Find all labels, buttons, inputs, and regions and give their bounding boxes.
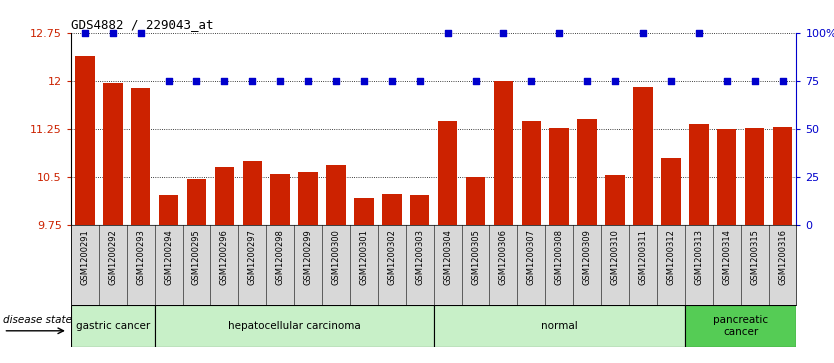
Text: GSM1200303: GSM1200303 bbox=[415, 229, 425, 285]
Bar bbox=[214, 167, 234, 225]
Text: GSM1200314: GSM1200314 bbox=[722, 229, 731, 285]
Point bbox=[636, 30, 650, 36]
Bar bbox=[243, 161, 262, 225]
Point bbox=[413, 78, 426, 83]
Point bbox=[553, 30, 566, 36]
Point bbox=[692, 30, 706, 36]
Text: GSM1200297: GSM1200297 bbox=[248, 229, 257, 285]
Point bbox=[580, 78, 594, 83]
Text: GSM1200292: GSM1200292 bbox=[108, 229, 118, 285]
Text: gastric cancer: gastric cancer bbox=[76, 321, 150, 331]
Bar bbox=[75, 56, 94, 225]
Point bbox=[78, 30, 92, 36]
Bar bbox=[521, 121, 541, 225]
Bar bbox=[550, 127, 569, 225]
Point bbox=[190, 78, 203, 83]
Bar bbox=[382, 194, 402, 225]
Point bbox=[776, 78, 789, 83]
Text: GSM1200302: GSM1200302 bbox=[387, 229, 396, 285]
Bar bbox=[131, 89, 150, 225]
Point bbox=[441, 30, 455, 36]
Point bbox=[720, 78, 733, 83]
Bar bbox=[438, 121, 457, 225]
Bar bbox=[326, 166, 346, 225]
Bar bbox=[717, 129, 736, 225]
Bar bbox=[689, 125, 709, 225]
Point bbox=[106, 30, 119, 36]
Point bbox=[245, 78, 259, 83]
Point bbox=[385, 78, 399, 83]
Text: GSM1200304: GSM1200304 bbox=[443, 229, 452, 285]
Bar bbox=[103, 83, 123, 225]
Text: GSM1200305: GSM1200305 bbox=[471, 229, 480, 285]
Point bbox=[134, 30, 148, 36]
Bar bbox=[187, 179, 206, 225]
Point bbox=[218, 78, 231, 83]
Text: GSM1200298: GSM1200298 bbox=[276, 229, 284, 285]
Text: GSM1200296: GSM1200296 bbox=[220, 229, 229, 285]
Bar bbox=[270, 174, 290, 225]
Text: GSM1200293: GSM1200293 bbox=[136, 229, 145, 285]
Text: GSM1200316: GSM1200316 bbox=[778, 229, 787, 285]
Bar bbox=[745, 127, 765, 225]
Bar bbox=[577, 119, 597, 225]
Text: disease state: disease state bbox=[3, 314, 73, 325]
Point bbox=[469, 78, 482, 83]
Text: GSM1200295: GSM1200295 bbox=[192, 229, 201, 285]
Point bbox=[525, 78, 538, 83]
Bar bbox=[410, 195, 430, 225]
Text: normal: normal bbox=[541, 321, 578, 331]
Text: GSM1200309: GSM1200309 bbox=[583, 229, 591, 285]
Bar bbox=[773, 127, 792, 225]
Point bbox=[748, 78, 761, 83]
Bar bbox=[434, 305, 685, 347]
Bar bbox=[71, 305, 154, 347]
Text: GSM1200307: GSM1200307 bbox=[527, 229, 536, 285]
Bar bbox=[661, 158, 681, 225]
Bar bbox=[299, 172, 318, 225]
Bar bbox=[633, 87, 653, 225]
Text: GSM1200294: GSM1200294 bbox=[164, 229, 173, 285]
Text: pancreatic
cancer: pancreatic cancer bbox=[713, 315, 768, 337]
Bar bbox=[158, 195, 178, 225]
Text: GSM1200310: GSM1200310 bbox=[610, 229, 620, 285]
Point bbox=[608, 78, 621, 83]
Text: hepatocellular carcinoma: hepatocellular carcinoma bbox=[228, 321, 360, 331]
Text: GSM1200299: GSM1200299 bbox=[304, 229, 313, 285]
Text: GSM1200308: GSM1200308 bbox=[555, 229, 564, 285]
Text: GSM1200306: GSM1200306 bbox=[499, 229, 508, 285]
Text: GSM1200312: GSM1200312 bbox=[666, 229, 676, 285]
Text: GSM1200313: GSM1200313 bbox=[694, 229, 703, 285]
Bar bbox=[154, 305, 434, 347]
Point bbox=[274, 78, 287, 83]
Bar bbox=[494, 81, 513, 225]
Text: GSM1200300: GSM1200300 bbox=[331, 229, 340, 285]
Point bbox=[497, 30, 510, 36]
Bar bbox=[354, 198, 374, 225]
Point bbox=[357, 78, 370, 83]
Point bbox=[329, 78, 343, 83]
Bar bbox=[685, 305, 796, 347]
Text: GSM1200315: GSM1200315 bbox=[750, 229, 759, 285]
Bar bbox=[465, 177, 485, 225]
Text: GDS4882 / 229043_at: GDS4882 / 229043_at bbox=[71, 19, 214, 32]
Bar bbox=[605, 175, 625, 225]
Point bbox=[162, 78, 175, 83]
Text: GSM1200311: GSM1200311 bbox=[639, 229, 647, 285]
Point bbox=[301, 78, 314, 83]
Text: GSM1200291: GSM1200291 bbox=[80, 229, 89, 285]
Point bbox=[664, 78, 677, 83]
Text: GSM1200301: GSM1200301 bbox=[359, 229, 369, 285]
